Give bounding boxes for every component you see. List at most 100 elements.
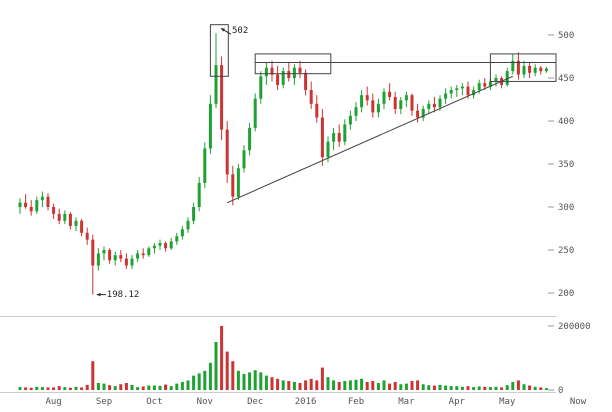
candle-body bbox=[281, 71, 285, 85]
candle-body bbox=[136, 253, 140, 259]
volume-bar bbox=[304, 380, 308, 390]
candle-body bbox=[488, 81, 492, 87]
candle-body bbox=[192, 207, 196, 221]
price-tick-label: 450 bbox=[558, 74, 574, 84]
volume-bar bbox=[466, 386, 470, 390]
candle-body bbox=[147, 248, 151, 256]
candle-body bbox=[393, 96, 397, 109]
volume-bar bbox=[108, 385, 112, 390]
candle-body bbox=[57, 213, 61, 221]
candle-body bbox=[180, 229, 184, 237]
volume-bar bbox=[40, 387, 44, 390]
candle-body bbox=[203, 148, 207, 183]
candle-body bbox=[483, 83, 487, 87]
volume-bar bbox=[119, 384, 123, 390]
volume-bar bbox=[46, 387, 50, 390]
volume-bar bbox=[208, 362, 212, 390]
candle-body bbox=[102, 250, 106, 254]
volume-bar bbox=[18, 387, 22, 390]
volume-bar bbox=[147, 385, 151, 390]
volume-bar bbox=[29, 387, 33, 390]
volume-bar bbox=[455, 386, 459, 390]
candle-body bbox=[242, 150, 246, 169]
candle-body bbox=[410, 95, 414, 111]
candle-body bbox=[292, 67, 296, 78]
low-price-annotation: 198.12 bbox=[106, 289, 140, 300]
volume-bar bbox=[220, 326, 224, 390]
candle-body bbox=[259, 76, 263, 99]
volume-bar bbox=[460, 386, 464, 390]
volume-bar bbox=[376, 382, 380, 390]
volume-bar bbox=[231, 361, 235, 390]
volume-bar bbox=[203, 370, 207, 390]
volume-bar bbox=[494, 386, 498, 390]
candle-body bbox=[511, 60, 515, 72]
candle-body bbox=[24, 202, 28, 207]
candle-body bbox=[522, 65, 526, 75]
month-label: Feb bbox=[348, 397, 364, 407]
volume-bar bbox=[180, 382, 184, 390]
candle-body bbox=[141, 253, 145, 256]
candle-body bbox=[382, 91, 386, 104]
low-annotation-arrow-head bbox=[96, 292, 101, 297]
volume-bar bbox=[287, 381, 291, 390]
candle-body bbox=[466, 86, 470, 96]
candle-body bbox=[309, 90, 313, 104]
candle-body bbox=[186, 220, 190, 230]
candle-body bbox=[505, 71, 509, 85]
now-label: Now bbox=[570, 397, 587, 407]
volume-bar bbox=[298, 382, 302, 390]
volume-bar bbox=[35, 386, 39, 390]
candle-body bbox=[438, 98, 442, 108]
candle-body bbox=[276, 74, 280, 85]
breakout-box bbox=[489, 53, 557, 82]
volume-tick-label: 0 bbox=[558, 386, 563, 396]
volume-bar bbox=[164, 384, 168, 390]
candle-body bbox=[477, 83, 481, 91]
volume-bar bbox=[292, 382, 296, 390]
volume-bar bbox=[248, 372, 252, 390]
volume-bar bbox=[332, 380, 336, 390]
volume-bar bbox=[281, 380, 285, 390]
candle-body bbox=[63, 213, 67, 221]
candle-body bbox=[371, 100, 375, 113]
volume-bar bbox=[91, 361, 95, 390]
volume-bar bbox=[24, 387, 28, 390]
volume-bar bbox=[500, 387, 504, 390]
candle-body bbox=[460, 86, 464, 89]
candle-body bbox=[52, 207, 56, 214]
volume-bar bbox=[399, 384, 403, 390]
high-price-annotation: 502 bbox=[232, 26, 249, 37]
candle-body bbox=[348, 115, 352, 125]
volume-bar bbox=[438, 384, 442, 390]
volume-bar bbox=[85, 384, 89, 390]
volume-bar bbox=[365, 382, 369, 390]
candle-body bbox=[343, 124, 347, 142]
volume-bar bbox=[52, 387, 56, 390]
consolidation-box bbox=[254, 53, 332, 75]
month-label: May bbox=[499, 397, 516, 407]
candle-body bbox=[119, 255, 123, 259]
candle-body bbox=[494, 78, 498, 82]
volume-bar bbox=[449, 386, 453, 390]
volume-bar bbox=[236, 370, 240, 390]
volume-bar bbox=[68, 387, 72, 390]
candle-body bbox=[175, 236, 179, 242]
candle-body bbox=[516, 60, 520, 75]
volume-bar bbox=[320, 367, 324, 390]
month-label: 2016 bbox=[295, 397, 317, 407]
candle-body bbox=[152, 245, 156, 249]
candle-body bbox=[253, 98, 257, 128]
volume-bar bbox=[382, 380, 386, 390]
volume-bar bbox=[192, 375, 196, 390]
volume-bar bbox=[348, 380, 352, 390]
volume-bar bbox=[141, 386, 145, 390]
volume-bar bbox=[186, 380, 190, 390]
candle-body bbox=[169, 241, 173, 249]
candle-body bbox=[326, 141, 330, 158]
volume-bar bbox=[522, 384, 526, 390]
volume-bar bbox=[444, 385, 448, 390]
candle-body bbox=[248, 127, 252, 151]
